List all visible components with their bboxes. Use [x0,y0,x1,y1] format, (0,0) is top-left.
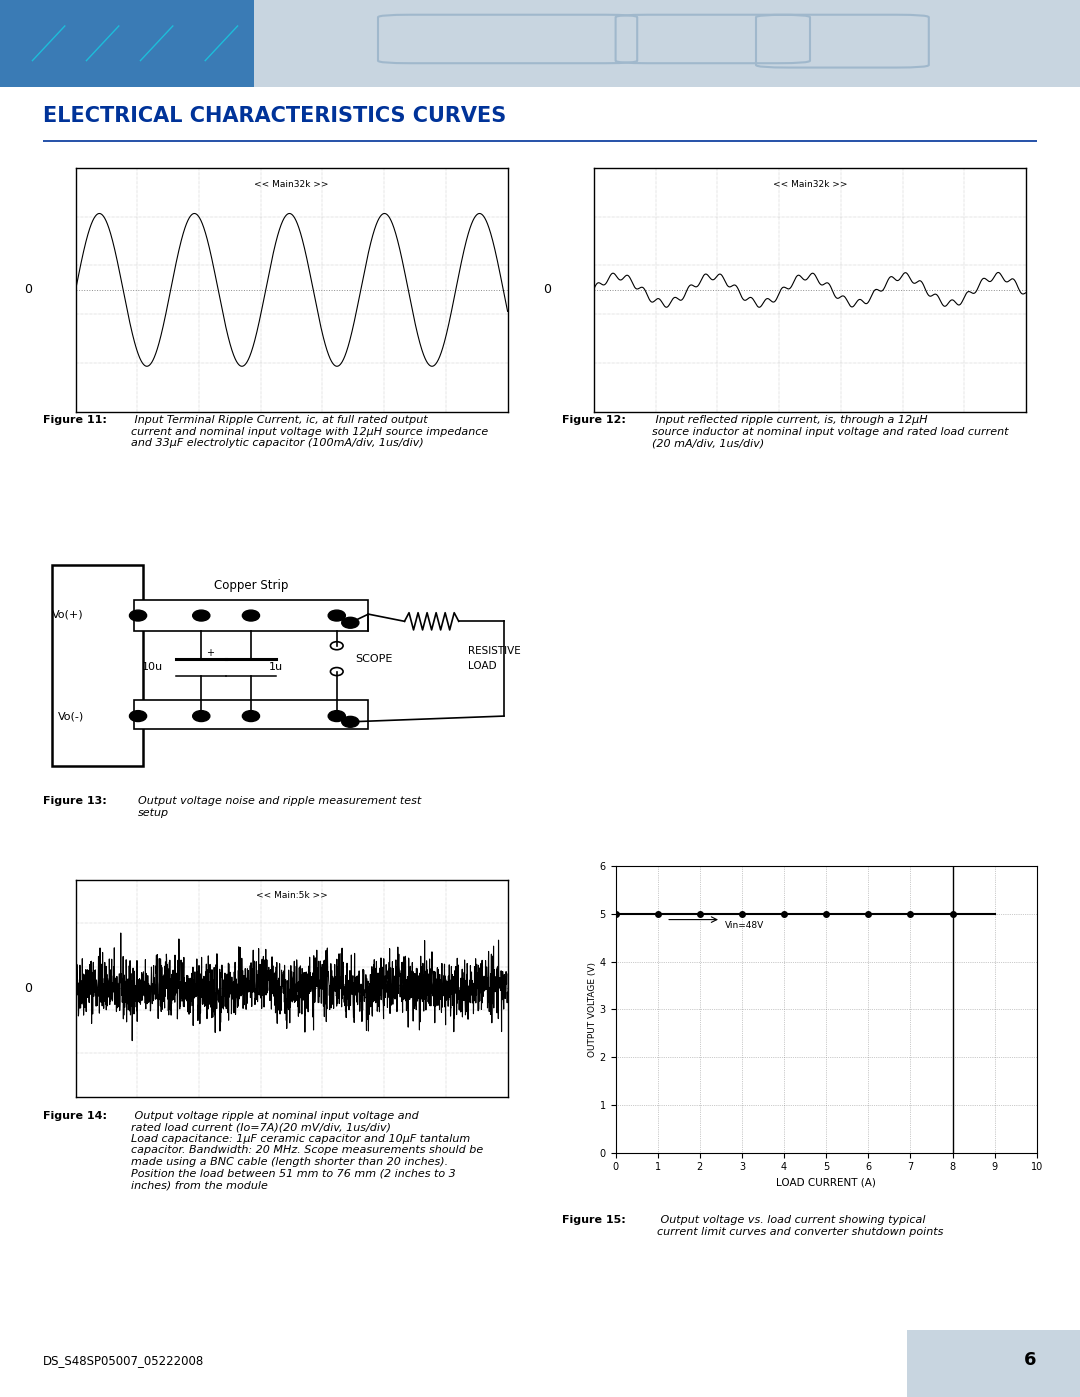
Circle shape [341,717,359,728]
FancyBboxPatch shape [0,0,254,87]
Circle shape [330,668,343,676]
Text: Figure 12:: Figure 12: [562,415,625,425]
Text: Output voltage ripple at nominal input voltage and
rated load current (Io=7A)(20: Output voltage ripple at nominal input v… [131,1111,484,1190]
Text: ELECTRICAL CHARACTERISTICS CURVES: ELECTRICAL CHARACTERISTICS CURVES [43,106,507,126]
Text: 0: 0 [25,982,32,995]
Text: 10u: 10u [141,662,163,672]
Text: LOAD: LOAD [468,661,497,671]
Text: Vin=48V: Vin=48V [725,921,765,930]
Text: Output voltage noise and ripple measurement test
setup: Output voltage noise and ripple measurem… [138,796,421,817]
Text: Output voltage vs. load current showing typical
current limit curves and convert: Output voltage vs. load current showing … [657,1215,943,1236]
Circle shape [328,610,346,622]
Text: Figure 13:: Figure 13: [43,796,107,806]
Text: << Main32k >>: << Main32k >> [773,180,847,189]
Y-axis label: OUTPUT VOLTAGE (V): OUTPUT VOLTAGE (V) [588,961,597,1058]
X-axis label: LOAD CURRENT (A): LOAD CURRENT (A) [777,1178,876,1187]
Circle shape [130,610,147,622]
Text: 6: 6 [1024,1351,1037,1369]
Text: 1u: 1u [269,662,283,672]
FancyBboxPatch shape [907,1330,1080,1397]
Circle shape [130,711,147,721]
FancyBboxPatch shape [0,0,1080,87]
Text: Figure 11:: Figure 11: [43,415,107,425]
Circle shape [192,711,210,721]
Text: Vo(+): Vo(+) [52,609,84,619]
Circle shape [341,617,359,629]
Text: Copper Strip: Copper Strip [214,578,288,592]
Text: +: + [206,648,214,658]
Circle shape [330,641,343,650]
Text: 0: 0 [543,284,551,296]
Circle shape [192,610,210,622]
Circle shape [328,711,346,721]
Text: RESISTIVE: RESISTIVE [468,647,521,657]
Text: Vo(-): Vo(-) [57,711,84,721]
Text: Input Terminal Ripple Current, ic, at full rated output
current and nominal inpu: Input Terminal Ripple Current, ic, at fu… [131,415,488,448]
Text: Figure 14:: Figure 14: [43,1111,107,1120]
Text: SCOPE: SCOPE [355,654,392,664]
Bar [134,700,368,729]
Text: DS_S48SP05007_05222008: DS_S48SP05007_05222008 [43,1354,204,1366]
Circle shape [242,610,259,622]
Text: << Main:5k >>: << Main:5k >> [256,891,327,900]
Bar [134,599,368,631]
Circle shape [242,711,259,721]
Bar [52,566,143,767]
Text: 0: 0 [25,284,32,296]
Text: << Main32k >>: << Main32k >> [255,180,328,189]
Text: Figure 15:: Figure 15: [562,1215,625,1225]
Text: Input reflected ripple current, is, through a 12μH
source inductor at nominal in: Input reflected ripple current, is, thro… [652,415,1009,448]
